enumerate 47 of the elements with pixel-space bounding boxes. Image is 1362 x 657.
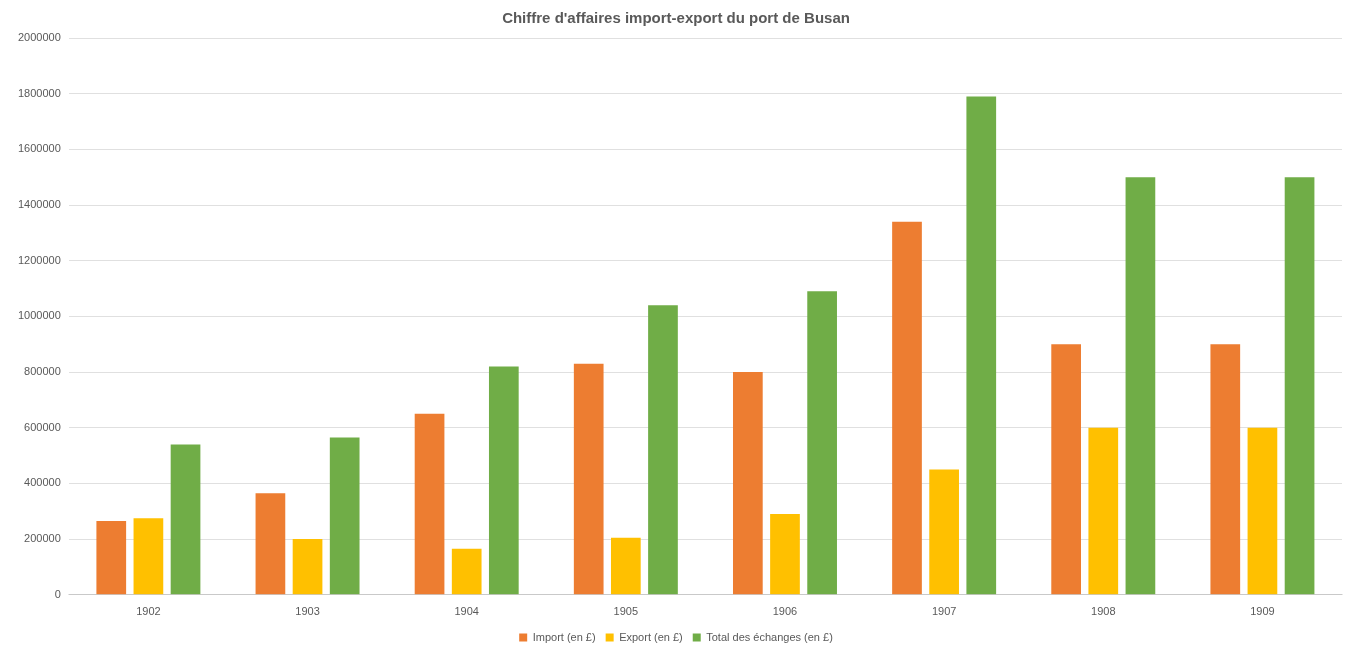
y-tick-label: 800000 — [24, 365, 61, 378]
bar — [170, 444, 201, 595]
bar — [329, 437, 360, 595]
bar — [966, 96, 997, 595]
x-tick-label: 1907 — [931, 605, 957, 618]
bar — [1088, 427, 1119, 595]
y-tick-label: 200000 — [24, 532, 61, 545]
y-tick-label: 1200000 — [18, 253, 61, 266]
bar — [96, 521, 127, 595]
x-tick-label: 1905 — [613, 605, 639, 618]
x-tick-label: 1902 — [136, 605, 161, 618]
bar — [770, 514, 800, 595]
x-tick-label: 1903 — [295, 605, 320, 618]
y-tick-label: 1000000 — [18, 309, 61, 322]
bar — [929, 469, 959, 595]
bar — [892, 221, 922, 595]
bar — [1210, 344, 1241, 595]
bar — [733, 372, 763, 595]
bar — [451, 548, 482, 595]
bar — [1051, 344, 1081, 595]
y-tick-label: 1600000 — [18, 142, 61, 155]
bar — [1125, 177, 1156, 595]
bar — [292, 539, 323, 595]
legend-label: Import (en £) — [532, 630, 596, 643]
bar — [133, 518, 164, 595]
legend-label: Total des échanges (en £) — [706, 630, 833, 643]
bar — [648, 305, 678, 595]
bar — [1247, 427, 1278, 595]
y-tick-label: 1400000 — [18, 198, 61, 211]
legend-label: Export (en £) — [619, 630, 683, 643]
x-tick-label: 1904 — [454, 605, 479, 618]
bar — [1284, 177, 1315, 595]
x-tick-label: 1908 — [1091, 605, 1116, 618]
y-tick-label: 2000000 — [18, 31, 61, 44]
bar — [573, 363, 604, 595]
x-tick-label: 1909 — [1250, 605, 1275, 618]
bar — [807, 291, 837, 595]
y-tick-label: 400000 — [24, 476, 61, 489]
bar — [414, 413, 445, 595]
y-tick-label: 1800000 — [18, 86, 61, 99]
y-tick-label: 0 — [54, 587, 61, 600]
chart-title: Chiffre d'affaires import-export du port de Busan — [502, 9, 850, 27]
x-tick-label: 1906 — [772, 605, 798, 618]
y-tick-label: 600000 — [24, 420, 61, 433]
bar — [610, 537, 641, 595]
bar — [255, 493, 286, 595]
bar — [488, 366, 519, 595]
